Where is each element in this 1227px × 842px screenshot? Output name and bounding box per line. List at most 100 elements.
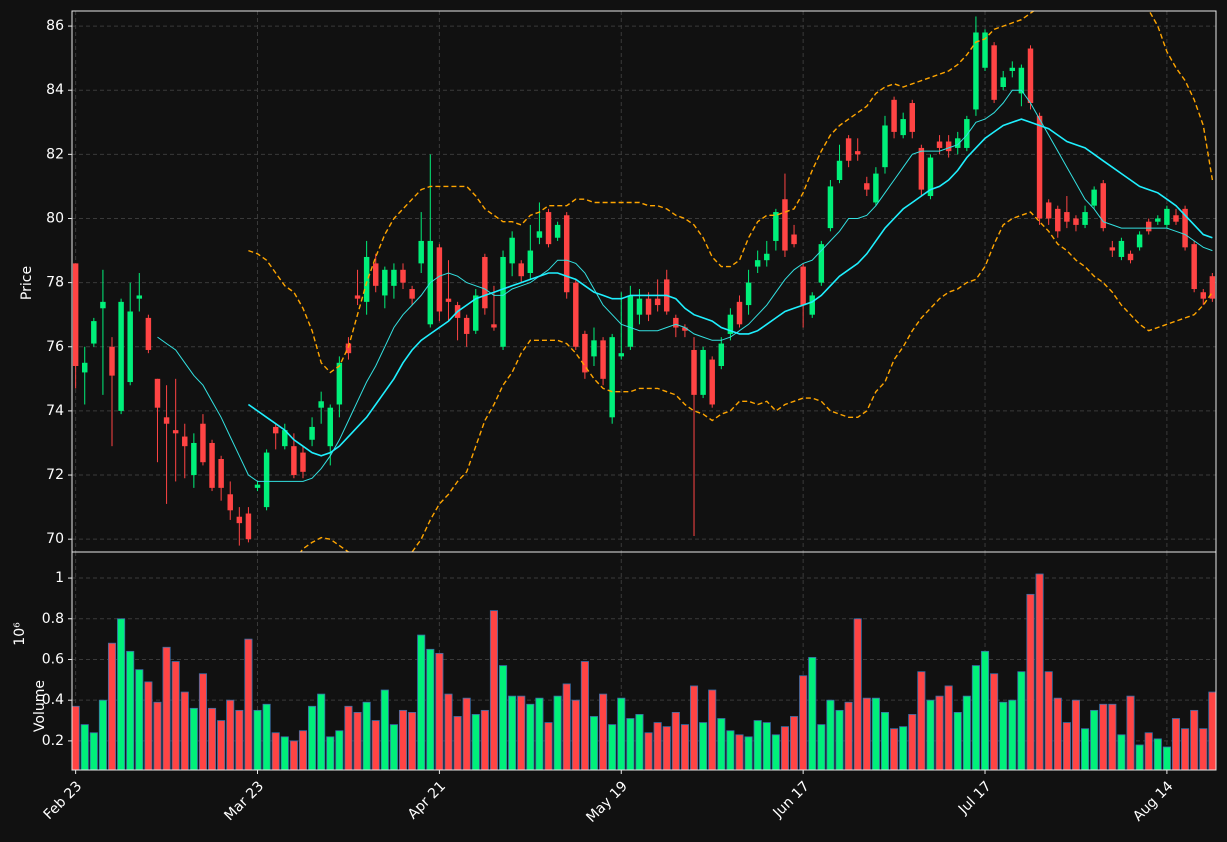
- candle-body: [1055, 208, 1061, 232]
- volume-bar: [235, 709, 244, 771]
- candle-body: [327, 407, 333, 447]
- candle-body: [1136, 234, 1143, 248]
- candle-body: [291, 446, 297, 476]
- volume-bar: [1190, 709, 1199, 771]
- price-axis-label: Price: [19, 266, 35, 300]
- candle-body: [636, 298, 643, 315]
- volume-bar: [380, 689, 389, 771]
- candle-body: [272, 426, 279, 434]
- volume-bar: [1026, 593, 1035, 771]
- candle-body: [955, 138, 961, 148]
- volume-bar: [80, 724, 89, 771]
- candle-body: [982, 32, 988, 68]
- candle-body: [191, 442, 197, 476]
- candle-body: [918, 147, 925, 190]
- y-tick-label: 82: [46, 146, 64, 162]
- candle-body: [127, 311, 133, 383]
- candle-body: [1209, 276, 1216, 299]
- volume-multiplier: 10⁶: [12, 622, 28, 646]
- candle-body: [991, 45, 997, 100]
- volume-bar: [780, 726, 789, 771]
- volume-bar: [990, 673, 999, 771]
- volume-bar: [153, 701, 162, 771]
- candle-body: [864, 183, 870, 190]
- volume-bar: [1199, 728, 1208, 771]
- volume-bar: [499, 665, 508, 771]
- volume-tick-label: 0.2: [42, 733, 64, 749]
- volume-bar: [117, 618, 126, 771]
- y-tick-label: 78: [46, 275, 64, 291]
- candle-body: [591, 340, 597, 357]
- volume-bar: [526, 703, 535, 771]
- candle-body: [1045, 202, 1052, 219]
- volume-bar: [917, 671, 926, 771]
- volume-bar: [289, 740, 298, 771]
- y-tick-label: 76: [46, 339, 64, 355]
- volume-bar: [417, 634, 426, 771]
- volume-bar: [98, 699, 107, 771]
- volume-bar: [753, 720, 762, 771]
- volume-bar: [890, 728, 899, 771]
- volume-bar: [926, 699, 935, 771]
- volume-bar: [171, 661, 180, 771]
- candle-body: [854, 151, 861, 155]
- candle-body: [473, 295, 479, 331]
- volume-bar: [771, 734, 780, 771]
- candle-body: [873, 173, 879, 203]
- candle-body: [891, 99, 897, 132]
- volume-bar: [1090, 709, 1099, 771]
- candle-body: [736, 301, 743, 325]
- volume-bar: [808, 657, 817, 771]
- volume-bar: [1144, 732, 1153, 771]
- candle-body: [200, 423, 206, 463]
- candle-body: [1109, 247, 1116, 251]
- volume-bar: [371, 720, 380, 771]
- volume-bar: [580, 661, 589, 771]
- volume-bar: [1071, 699, 1080, 771]
- volume-bar: [344, 705, 353, 771]
- volume-bar: [435, 652, 444, 771]
- candle-body: [382, 269, 388, 296]
- volume-bar: [198, 673, 207, 771]
- volume-bar: [589, 716, 599, 771]
- candle-body: [600, 340, 606, 379]
- volume-bar: [880, 711, 890, 771]
- candle-body: [118, 301, 124, 411]
- candle-body: [363, 256, 370, 302]
- volume-bar: [280, 736, 289, 771]
- candle-body: [1100, 183, 1106, 229]
- volume-bar: [562, 683, 571, 771]
- candle-body: [654, 298, 661, 306]
- volume-bar: [1117, 734, 1126, 771]
- volume-bar: [817, 724, 826, 771]
- volume-bar: [735, 734, 744, 771]
- candle-body: [536, 231, 543, 238]
- candle-body: [491, 324, 497, 328]
- volume-bar: [1135, 744, 1144, 771]
- candle-body: [1200, 292, 1206, 299]
- candle-body: [618, 353, 624, 357]
- volume-bar: [317, 693, 326, 771]
- volume-bar: [953, 711, 962, 771]
- candle-body: [436, 247, 443, 312]
- candle-body: [609, 337, 615, 418]
- volume-tick-label: 1: [55, 570, 64, 586]
- volume-bar: [471, 714, 480, 771]
- candle-body: [409, 289, 415, 299]
- candle-body: [309, 426, 315, 440]
- candle-body: [300, 452, 306, 472]
- candle-body: [1018, 67, 1025, 94]
- candle-body: [700, 349, 706, 395]
- candle-body: [400, 269, 406, 283]
- candle-body: [545, 212, 552, 245]
- volume-bar: [644, 732, 653, 771]
- volume-bar: [935, 695, 944, 771]
- volume-bar: [353, 711, 362, 771]
- volume-bar: [653, 722, 662, 771]
- candle-body: [645, 298, 652, 315]
- volume-bar: [1008, 699, 1017, 771]
- volume-bar: [189, 707, 198, 771]
- volume-bar: [999, 701, 1008, 771]
- volume-bar: [335, 730, 344, 771]
- y-tick-label: 84: [46, 82, 64, 98]
